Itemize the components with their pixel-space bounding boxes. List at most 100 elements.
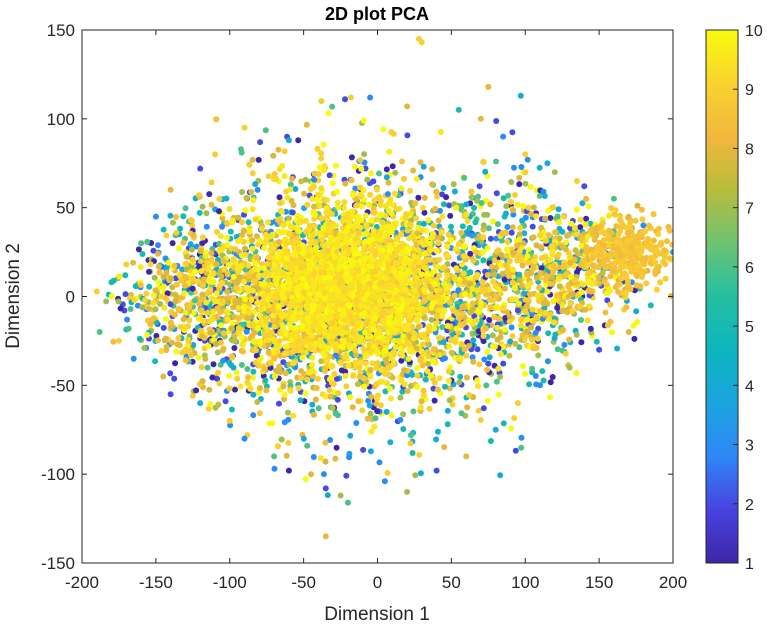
data-point [361,151,368,158]
data-point [432,205,439,212]
data-point [302,390,309,397]
data-point [312,396,319,403]
data-point [180,213,187,220]
data-point [446,343,453,350]
data-point [155,242,161,249]
data-point [493,118,500,124]
data-point [565,232,572,239]
data-point [332,162,339,169]
data-point [158,348,165,354]
data-point [474,377,481,384]
data-point [332,455,339,462]
data-point [254,399,261,405]
data-point [252,216,259,223]
data-point [444,407,451,414]
data-point [197,248,204,255]
data-point [302,476,309,482]
data-point [404,132,411,139]
data-point [533,213,539,220]
data-point [494,221,501,228]
data-point [181,290,188,297]
data-point [420,387,427,394]
data-point [176,272,183,278]
data-point [352,185,359,192]
data-point [229,353,235,360]
data-point [431,257,438,264]
data-point [502,326,508,333]
data-point [577,216,584,223]
data-point [429,181,436,188]
data-point [567,254,574,260]
data-point [358,165,365,172]
data-point [404,388,411,395]
data-point [447,337,454,344]
data-point [527,183,534,190]
data-point [272,373,278,380]
data-point [262,127,269,134]
data-point [179,266,186,273]
data-point [122,272,129,279]
data-point [151,274,158,281]
data-point [455,287,462,293]
data-point [593,338,600,345]
data-point [188,352,195,358]
data-point [428,316,435,323]
data-point [554,346,561,353]
data-point [493,190,500,197]
data-point [313,385,320,392]
data-point [247,385,254,392]
data-point [542,237,549,244]
data-point [215,327,222,334]
data-point [351,163,358,170]
data-point [198,327,205,334]
data-point [442,355,448,362]
data-point [565,283,572,290]
data-point [165,259,172,266]
data-point [478,200,485,206]
data-point [524,282,531,289]
data-point [536,192,543,199]
data-point [585,203,592,210]
data-point [300,435,307,442]
data-point [253,254,260,261]
data-point [287,387,294,394]
data-point [421,209,428,216]
data-point [329,180,336,187]
data-point [170,219,176,226]
data-point [584,317,591,324]
data-point [144,238,151,245]
data-point [160,226,167,233]
data-point [518,164,525,170]
data-point [256,385,263,392]
data-point [219,223,225,230]
data-point [162,316,169,322]
data-point [508,425,515,432]
data-point [498,237,505,244]
data-point [311,183,317,190]
data-point [139,304,146,311]
data-point [554,213,561,220]
data-point [518,444,525,451]
data-point [448,223,454,230]
data-point [493,158,499,165]
data-point [466,224,473,231]
data-point [508,179,515,185]
data-point [463,374,470,381]
data-point [346,454,353,461]
data-point [435,428,441,435]
data-point [103,298,110,305]
data-point [278,436,285,443]
data-point [386,385,393,392]
data-point [144,331,151,338]
data-point [270,176,277,182]
data-point [445,368,452,375]
data-point [424,368,431,375]
data-point [249,156,256,163]
data-point [343,472,350,479]
data-point [495,391,502,398]
data-point [315,375,321,382]
data-point [397,416,404,423]
data-point [547,215,554,221]
data-point [276,400,282,407]
data-point [216,208,222,215]
